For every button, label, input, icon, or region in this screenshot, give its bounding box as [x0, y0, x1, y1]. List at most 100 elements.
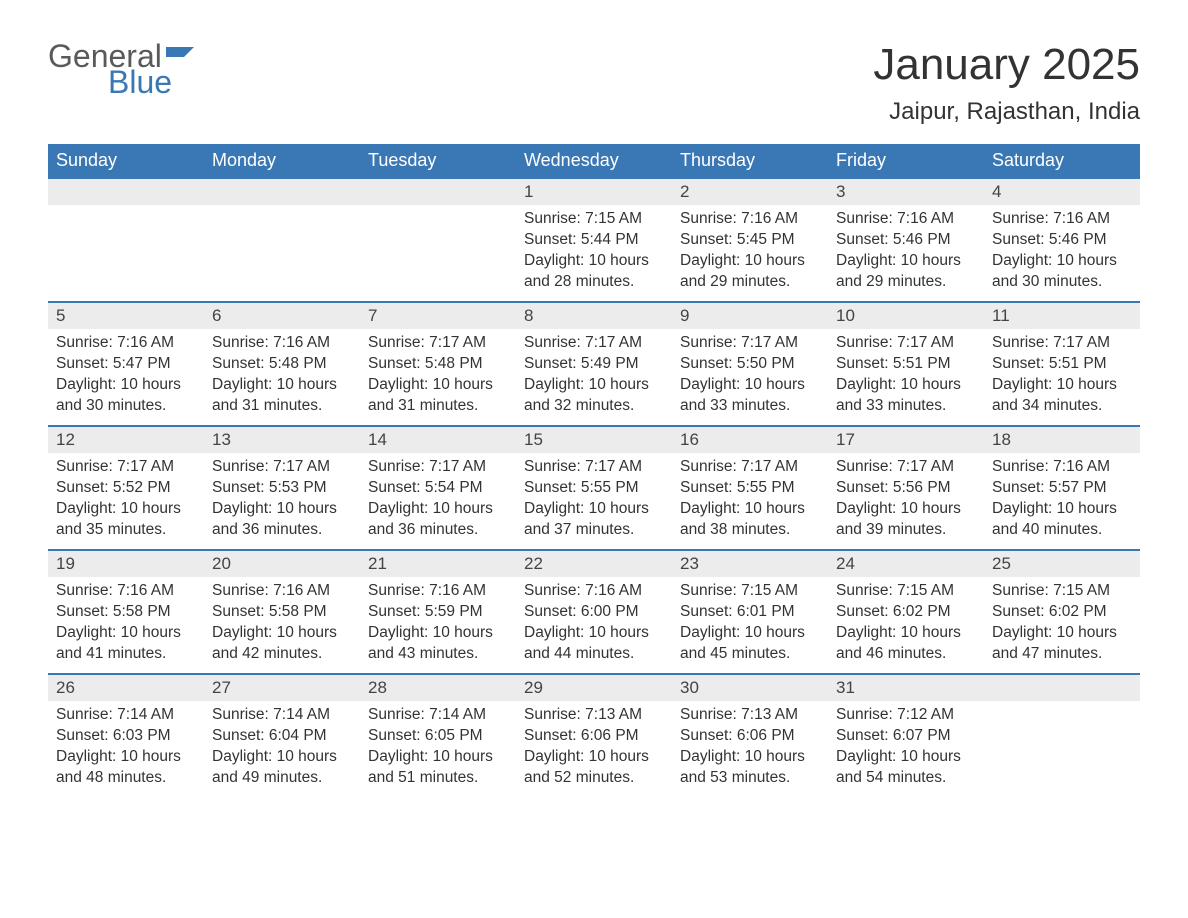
- day-details: Sunrise: 7:17 AMSunset: 5:55 PMDaylight:…: [516, 453, 672, 549]
- day-details: Sunrise: 7:16 AMSunset: 5:57 PMDaylight:…: [984, 453, 1140, 549]
- sunset-text: Sunset: 5:52 PM: [56, 478, 196, 499]
- daylight-text-1: Daylight: 10 hours: [680, 251, 820, 272]
- calendar-day-cell: [360, 178, 516, 302]
- col-tuesday: Tuesday: [360, 144, 516, 178]
- daylight-text-1: Daylight: 10 hours: [212, 499, 352, 520]
- sunrise-text: Sunrise: 7:16 AM: [992, 457, 1132, 478]
- daylight-text-1: Daylight: 10 hours: [56, 375, 196, 396]
- sunrise-text: Sunrise: 7:16 AM: [212, 581, 352, 602]
- daylight-text-2: and 43 minutes.: [368, 644, 508, 665]
- daylight-text-2: and 41 minutes.: [56, 644, 196, 665]
- sunset-text: Sunset: 5:50 PM: [680, 354, 820, 375]
- daylight-text-2: and 28 minutes.: [524, 272, 664, 293]
- calendar-week-row: 1Sunrise: 7:15 AMSunset: 5:44 PMDaylight…: [48, 178, 1140, 302]
- day-number: 17: [828, 427, 984, 453]
- sunrise-text: Sunrise: 7:16 AM: [992, 209, 1132, 230]
- day-number: 1: [516, 179, 672, 205]
- day-number: 29: [516, 675, 672, 701]
- sunset-text: Sunset: 5:44 PM: [524, 230, 664, 251]
- day-details: Sunrise: 7:13 AMSunset: 6:06 PMDaylight:…: [672, 701, 828, 797]
- day-details: Sunrise: 7:16 AMSunset: 5:46 PMDaylight:…: [984, 205, 1140, 301]
- sunrise-text: Sunrise: 7:17 AM: [836, 457, 976, 478]
- day-number: [984, 675, 1140, 701]
- calendar-day-cell: 23Sunrise: 7:15 AMSunset: 6:01 PMDayligh…: [672, 550, 828, 674]
- daylight-text-2: and 30 minutes.: [56, 396, 196, 417]
- col-monday: Monday: [204, 144, 360, 178]
- day-details: Sunrise: 7:17 AMSunset: 5:51 PMDaylight:…: [984, 329, 1140, 425]
- daylight-text-1: Daylight: 10 hours: [524, 747, 664, 768]
- daylight-text-2: and 48 minutes.: [56, 768, 196, 789]
- daylight-text-1: Daylight: 10 hours: [836, 251, 976, 272]
- day-number: 2: [672, 179, 828, 205]
- daylight-text-1: Daylight: 10 hours: [368, 747, 508, 768]
- day-number: 5: [48, 303, 204, 329]
- sunrise-text: Sunrise: 7:14 AM: [212, 705, 352, 726]
- sunset-text: Sunset: 5:55 PM: [524, 478, 664, 499]
- daylight-text-1: Daylight: 10 hours: [524, 623, 664, 644]
- day-number: 15: [516, 427, 672, 453]
- day-number: 6: [204, 303, 360, 329]
- day-details: Sunrise: 7:16 AMSunset: 6:00 PMDaylight:…: [516, 577, 672, 673]
- sunset-text: Sunset: 6:04 PM: [212, 726, 352, 747]
- sunrise-text: Sunrise: 7:16 AM: [680, 209, 820, 230]
- daylight-text-2: and 37 minutes.: [524, 520, 664, 541]
- day-number: 12: [48, 427, 204, 453]
- day-number: 9: [672, 303, 828, 329]
- col-saturday: Saturday: [984, 144, 1140, 178]
- day-details: Sunrise: 7:16 AMSunset: 5:58 PMDaylight:…: [204, 577, 360, 673]
- sunset-text: Sunset: 5:58 PM: [212, 602, 352, 623]
- sunrise-text: Sunrise: 7:15 AM: [992, 581, 1132, 602]
- calendar-day-cell: 17Sunrise: 7:17 AMSunset: 5:56 PMDayligh…: [828, 426, 984, 550]
- sunrise-text: Sunrise: 7:14 AM: [56, 705, 196, 726]
- calendar-day-cell: 4Sunrise: 7:16 AMSunset: 5:46 PMDaylight…: [984, 178, 1140, 302]
- sunrise-text: Sunrise: 7:16 AM: [56, 333, 196, 354]
- daylight-text-2: and 30 minutes.: [992, 272, 1132, 293]
- col-sunday: Sunday: [48, 144, 204, 178]
- day-number: 11: [984, 303, 1140, 329]
- daylight-text-2: and 31 minutes.: [212, 396, 352, 417]
- daylight-text-1: Daylight: 10 hours: [680, 623, 820, 644]
- day-details: Sunrise: 7:15 AMSunset: 6:02 PMDaylight:…: [828, 577, 984, 673]
- sunset-text: Sunset: 6:03 PM: [56, 726, 196, 747]
- sunrise-text: Sunrise: 7:17 AM: [680, 457, 820, 478]
- sunset-text: Sunset: 5:45 PM: [680, 230, 820, 251]
- sunset-text: Sunset: 5:48 PM: [368, 354, 508, 375]
- calendar-week-row: 5Sunrise: 7:16 AMSunset: 5:47 PMDaylight…: [48, 302, 1140, 426]
- daylight-text-2: and 40 minutes.: [992, 520, 1132, 541]
- daylight-text-1: Daylight: 10 hours: [56, 747, 196, 768]
- sunset-text: Sunset: 5:47 PM: [56, 354, 196, 375]
- daylight-text-2: and 32 minutes.: [524, 396, 664, 417]
- sunrise-text: Sunrise: 7:15 AM: [524, 209, 664, 230]
- calendar-week-row: 26Sunrise: 7:14 AMSunset: 6:03 PMDayligh…: [48, 674, 1140, 798]
- daylight-text-1: Daylight: 10 hours: [680, 375, 820, 396]
- calendar-day-cell: 7Sunrise: 7:17 AMSunset: 5:48 PMDaylight…: [360, 302, 516, 426]
- calendar-day-cell: 18Sunrise: 7:16 AMSunset: 5:57 PMDayligh…: [984, 426, 1140, 550]
- daylight-text-1: Daylight: 10 hours: [992, 623, 1132, 644]
- page-header: General Blue January 2025 Jaipur, Rajast…: [48, 40, 1140, 126]
- month-title: January 2025: [873, 40, 1140, 90]
- day-details: Sunrise: 7:14 AMSunset: 6:05 PMDaylight:…: [360, 701, 516, 797]
- calendar-day-cell: 12Sunrise: 7:17 AMSunset: 5:52 PMDayligh…: [48, 426, 204, 550]
- daylight-text-1: Daylight: 10 hours: [56, 623, 196, 644]
- calendar-day-cell: 22Sunrise: 7:16 AMSunset: 6:00 PMDayligh…: [516, 550, 672, 674]
- day-number: 21: [360, 551, 516, 577]
- day-details: Sunrise: 7:17 AMSunset: 5:53 PMDaylight:…: [204, 453, 360, 549]
- day-number: 26: [48, 675, 204, 701]
- daylight-text-2: and 38 minutes.: [680, 520, 820, 541]
- sunrise-text: Sunrise: 7:16 AM: [212, 333, 352, 354]
- calendar-day-cell: 19Sunrise: 7:16 AMSunset: 5:58 PMDayligh…: [48, 550, 204, 674]
- sunrise-text: Sunrise: 7:17 AM: [836, 333, 976, 354]
- day-number: 28: [360, 675, 516, 701]
- day-details: Sunrise: 7:16 AMSunset: 5:47 PMDaylight:…: [48, 329, 204, 425]
- daylight-text-2: and 29 minutes.: [680, 272, 820, 293]
- daylight-text-1: Daylight: 10 hours: [524, 251, 664, 272]
- daylight-text-2: and 54 minutes.: [836, 768, 976, 789]
- sunrise-text: Sunrise: 7:17 AM: [524, 333, 664, 354]
- daylight-text-1: Daylight: 10 hours: [368, 623, 508, 644]
- day-number: 14: [360, 427, 516, 453]
- sunrise-text: Sunrise: 7:16 AM: [56, 581, 196, 602]
- daylight-text-2: and 47 minutes.: [992, 644, 1132, 665]
- calendar-day-cell: 9Sunrise: 7:17 AMSunset: 5:50 PMDaylight…: [672, 302, 828, 426]
- logo: General Blue: [48, 40, 202, 98]
- sunrise-text: Sunrise: 7:16 AM: [524, 581, 664, 602]
